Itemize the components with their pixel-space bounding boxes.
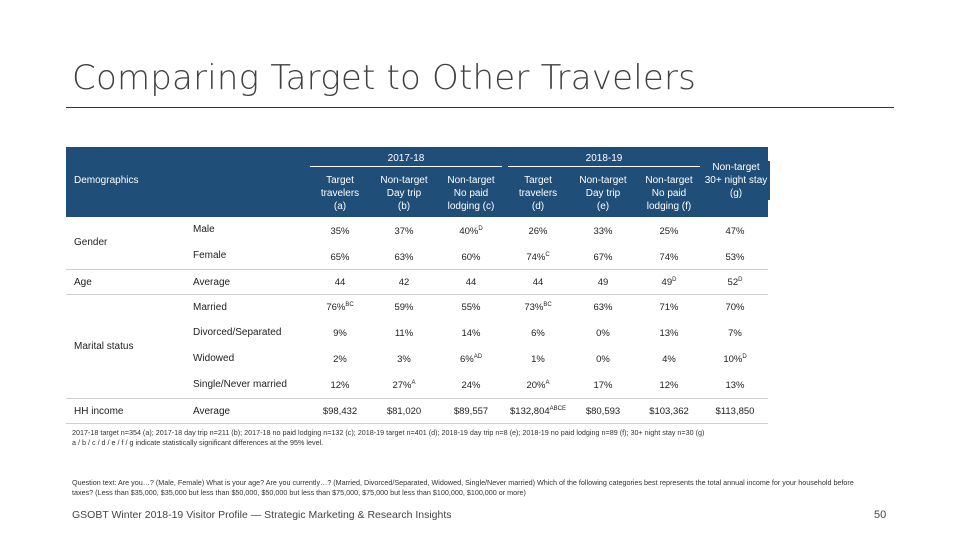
table-cell: 74% bbox=[659, 252, 679, 264]
table-cell: 27%A bbox=[392, 380, 416, 392]
table-cell: 53% bbox=[725, 252, 745, 264]
table-cell: $80,593 bbox=[585, 406, 621, 418]
table-cell: 0% bbox=[596, 328, 610, 340]
table-cell: 70% bbox=[725, 302, 745, 314]
year-2017-18-rule bbox=[310, 166, 502, 167]
table-cell: 25% bbox=[659, 226, 679, 238]
table-cell: 26% bbox=[528, 226, 548, 238]
table-cell: $132,804ABCE bbox=[510, 406, 566, 418]
table-cell: 49 bbox=[597, 277, 609, 289]
page-number: 50 bbox=[874, 509, 887, 521]
year-2018-19-rule bbox=[508, 166, 700, 167]
row-label-male: Male bbox=[193, 224, 215, 235]
table-cell: 63% bbox=[593, 302, 613, 314]
table-cell: 59% bbox=[394, 302, 414, 314]
row-divider bbox=[66, 269, 768, 270]
table-cell: 12% bbox=[330, 380, 350, 392]
table-cell: 35% bbox=[330, 226, 350, 238]
table-cell: 63% bbox=[394, 252, 414, 264]
category-gender: Gender bbox=[74, 237, 108, 248]
table-cell: $89,557 bbox=[453, 406, 489, 418]
table-cell: 20%A bbox=[526, 380, 550, 392]
table-cell: 6%AD bbox=[459, 354, 483, 366]
table-cell: 0% bbox=[596, 354, 610, 366]
column-header-f: Non-target No paid lodging (f) bbox=[645, 175, 693, 212]
table-cell: 65% bbox=[330, 252, 350, 264]
table-cell: 52D bbox=[727, 277, 743, 289]
table-cell: 49D bbox=[661, 277, 677, 289]
table-cell: 44 bbox=[334, 277, 346, 289]
table-cell: 42 bbox=[398, 277, 410, 289]
table-cell: $113,850 bbox=[715, 406, 755, 418]
row-label-female: Female bbox=[193, 250, 227, 261]
table-cell: 3% bbox=[397, 354, 411, 366]
table-cell: 6% bbox=[531, 328, 545, 340]
table-cell: 7% bbox=[728, 328, 742, 340]
table-cell: 33% bbox=[593, 226, 613, 238]
table-cell: 24% bbox=[461, 380, 481, 392]
column-header-b: Non-target Day trip (b) bbox=[380, 175, 428, 212]
page-title: Comparing Target to Other Travelers bbox=[72, 58, 697, 98]
column-header-c: Non-target No paid lodging (c) bbox=[447, 175, 495, 212]
table-cell: 44 bbox=[465, 277, 477, 289]
year-2017-18-label: 2017-18 bbox=[387, 153, 425, 164]
column-header-d: Target travelers (d) bbox=[518, 175, 558, 212]
column-header-a: Target travelers (a) bbox=[320, 175, 360, 212]
table-cell: $103,362 bbox=[649, 406, 689, 418]
category-marital-status: Marital status bbox=[74, 341, 134, 352]
significance-footnote: a / b / c / d / e / f / g indicate stati… bbox=[72, 438, 324, 447]
row-label-divorced-separated: Divorced/Separated bbox=[193, 327, 282, 338]
table-cell: 67% bbox=[593, 252, 613, 264]
question-text-footnote: Question text: Are you…? (Male, Female) … bbox=[72, 478, 854, 497]
row-divider bbox=[66, 294, 768, 295]
column-header-e: Non-target Day trip (e) bbox=[579, 175, 627, 212]
sample-size-footnote: 2017-18 target n=354 (a); 2017-18 day tr… bbox=[72, 428, 705, 437]
title-divider bbox=[66, 107, 894, 108]
table-cell: 1% bbox=[531, 354, 545, 366]
table-cell: 12% bbox=[659, 380, 679, 392]
row-label-income-average: Average bbox=[193, 406, 231, 417]
row-label-widowed: Widowed bbox=[193, 353, 235, 364]
row-label-single-never-married: Single/Never married bbox=[193, 379, 287, 390]
demographics-header: Demographics bbox=[74, 175, 139, 186]
table-cell: 74%C bbox=[526, 252, 550, 264]
table-cell: 71% bbox=[659, 302, 679, 314]
table-cell: 13% bbox=[659, 328, 679, 340]
table-cell: 37% bbox=[394, 226, 414, 238]
table-cell: 2% bbox=[333, 354, 347, 366]
column-header-g: Non-target 30+ night stay (g) bbox=[702, 161, 770, 200]
row-label-age-average: Average bbox=[193, 277, 231, 288]
category-hh-income: HH income bbox=[74, 406, 124, 417]
row-divider bbox=[66, 423, 768, 424]
table-cell: 60% bbox=[461, 252, 481, 264]
table-cell: 10%D bbox=[723, 354, 747, 366]
table-cell: 17% bbox=[593, 380, 613, 392]
table-cell: 73%BC bbox=[524, 302, 552, 314]
table-cell: 44 bbox=[532, 277, 544, 289]
table-cell: 47% bbox=[725, 226, 745, 238]
year-2018-19-label: 2018-19 bbox=[585, 153, 623, 164]
table-cell: 4% bbox=[662, 354, 676, 366]
table-cell: 55% bbox=[461, 302, 481, 314]
table-cell: 14% bbox=[461, 328, 481, 340]
footer-text: GSOBT Winter 2018-19 Visitor Profile — S… bbox=[72, 509, 452, 521]
table-cell: 13% bbox=[725, 380, 745, 392]
table-cell: 11% bbox=[394, 328, 414, 340]
row-divider bbox=[66, 398, 768, 399]
table-header-band bbox=[66, 147, 768, 217]
category-age: Age bbox=[74, 277, 92, 288]
table-cell: 76%BC bbox=[326, 302, 354, 314]
table-cell: $81,020 bbox=[386, 406, 422, 418]
table-cell: 9% bbox=[333, 328, 347, 340]
table-cell: $98,432 bbox=[322, 406, 358, 418]
row-label-married: Married bbox=[193, 302, 227, 313]
table-cell: 40%D bbox=[459, 226, 483, 238]
